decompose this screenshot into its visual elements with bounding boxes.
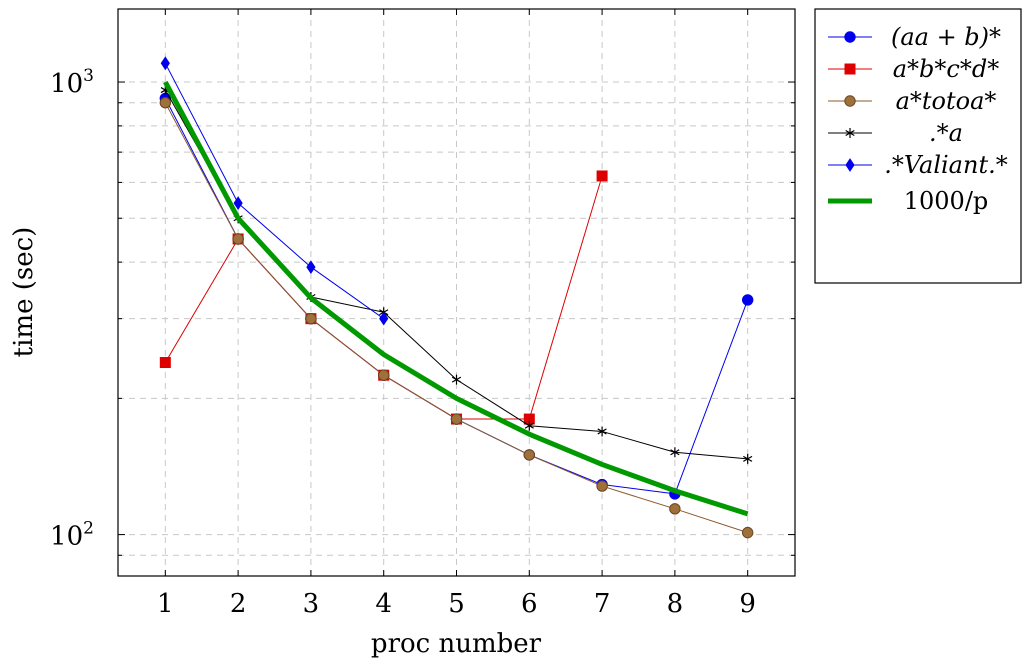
data-point — [305, 312, 317, 325]
legend-item: 1000/p — [828, 187, 988, 215]
x-tick-label: 1 — [157, 589, 174, 619]
legend-item: a*b*c*d* — [828, 55, 999, 83]
data-point — [451, 374, 462, 385]
data-point — [741, 294, 754, 306]
x-tick-label: 6 — [521, 589, 538, 619]
x-tick-label: 4 — [375, 589, 392, 619]
data-point — [523, 449, 535, 461]
data-point — [596, 170, 608, 182]
data-point — [741, 526, 754, 539]
data-point — [378, 369, 390, 381]
x-tick-label: 8 — [667, 589, 684, 619]
data-point — [844, 31, 856, 43]
data-point — [379, 311, 389, 326]
data-point — [232, 233, 244, 245]
data-point — [844, 95, 856, 107]
series-layer — [159, 56, 754, 539]
legend-item: .*a — [828, 119, 963, 147]
legend-item: .*Valiant.* — [828, 151, 1008, 179]
data-point — [450, 413, 463, 425]
data-point — [597, 426, 607, 437]
ticks: 1 2 3 4 5 6 7 8 9 102 103 — [50, 9, 795, 619]
data-point — [845, 128, 855, 138]
data-point — [306, 260, 316, 274]
data-point — [159, 97, 172, 109]
y-tick-label: 103 — [50, 66, 94, 99]
series-line — [164, 63, 384, 320]
x-tick-label: 2 — [230, 589, 247, 619]
series-4 — [160, 56, 389, 326]
x-tick-label: 7 — [594, 589, 611, 619]
x-tick-label: 3 — [303, 589, 320, 619]
data-point — [524, 420, 534, 431]
legend-label: a*totoa* — [896, 87, 997, 115]
legend: (aa + b)* a*b*c*d* a*totoa* .*a .*Valiant.* 1… — [814, 8, 1022, 284]
grid — [118, 9, 795, 576]
y-tick-label: 102 — [50, 519, 94, 552]
x-tick-label: 9 — [739, 589, 756, 619]
data-point — [669, 503, 681, 515]
data-point — [233, 196, 243, 211]
data-point — [844, 63, 856, 75]
data-point — [845, 158, 855, 172]
legend-item: a*totoa* — [828, 87, 996, 115]
y-axis-label: time (sec) — [9, 227, 39, 358]
data-point — [670, 447, 680, 458]
x-axis-label: proc number — [371, 629, 542, 659]
series-5 — [163, 80, 749, 517]
plot-frame — [117, 8, 796, 577]
legend-frame — [814, 8, 1022, 284]
data-point — [160, 56, 170, 71]
data-point — [743, 453, 753, 464]
legend-label: a*b*c*d* — [893, 55, 999, 83]
data-point — [596, 480, 608, 492]
data-point — [159, 357, 171, 369]
x-tick-label: 5 — [448, 589, 465, 619]
series-2 — [159, 97, 754, 539]
legend-label: .*Valiant.* — [884, 151, 1007, 179]
legend-label: .*a — [929, 119, 963, 147]
legend-label: 1000/p — [904, 187, 989, 215]
series-line — [163, 80, 749, 517]
legend-label: (aa + b)* — [891, 23, 1001, 51]
legend-item: (aa + b)* — [828, 23, 1001, 51]
